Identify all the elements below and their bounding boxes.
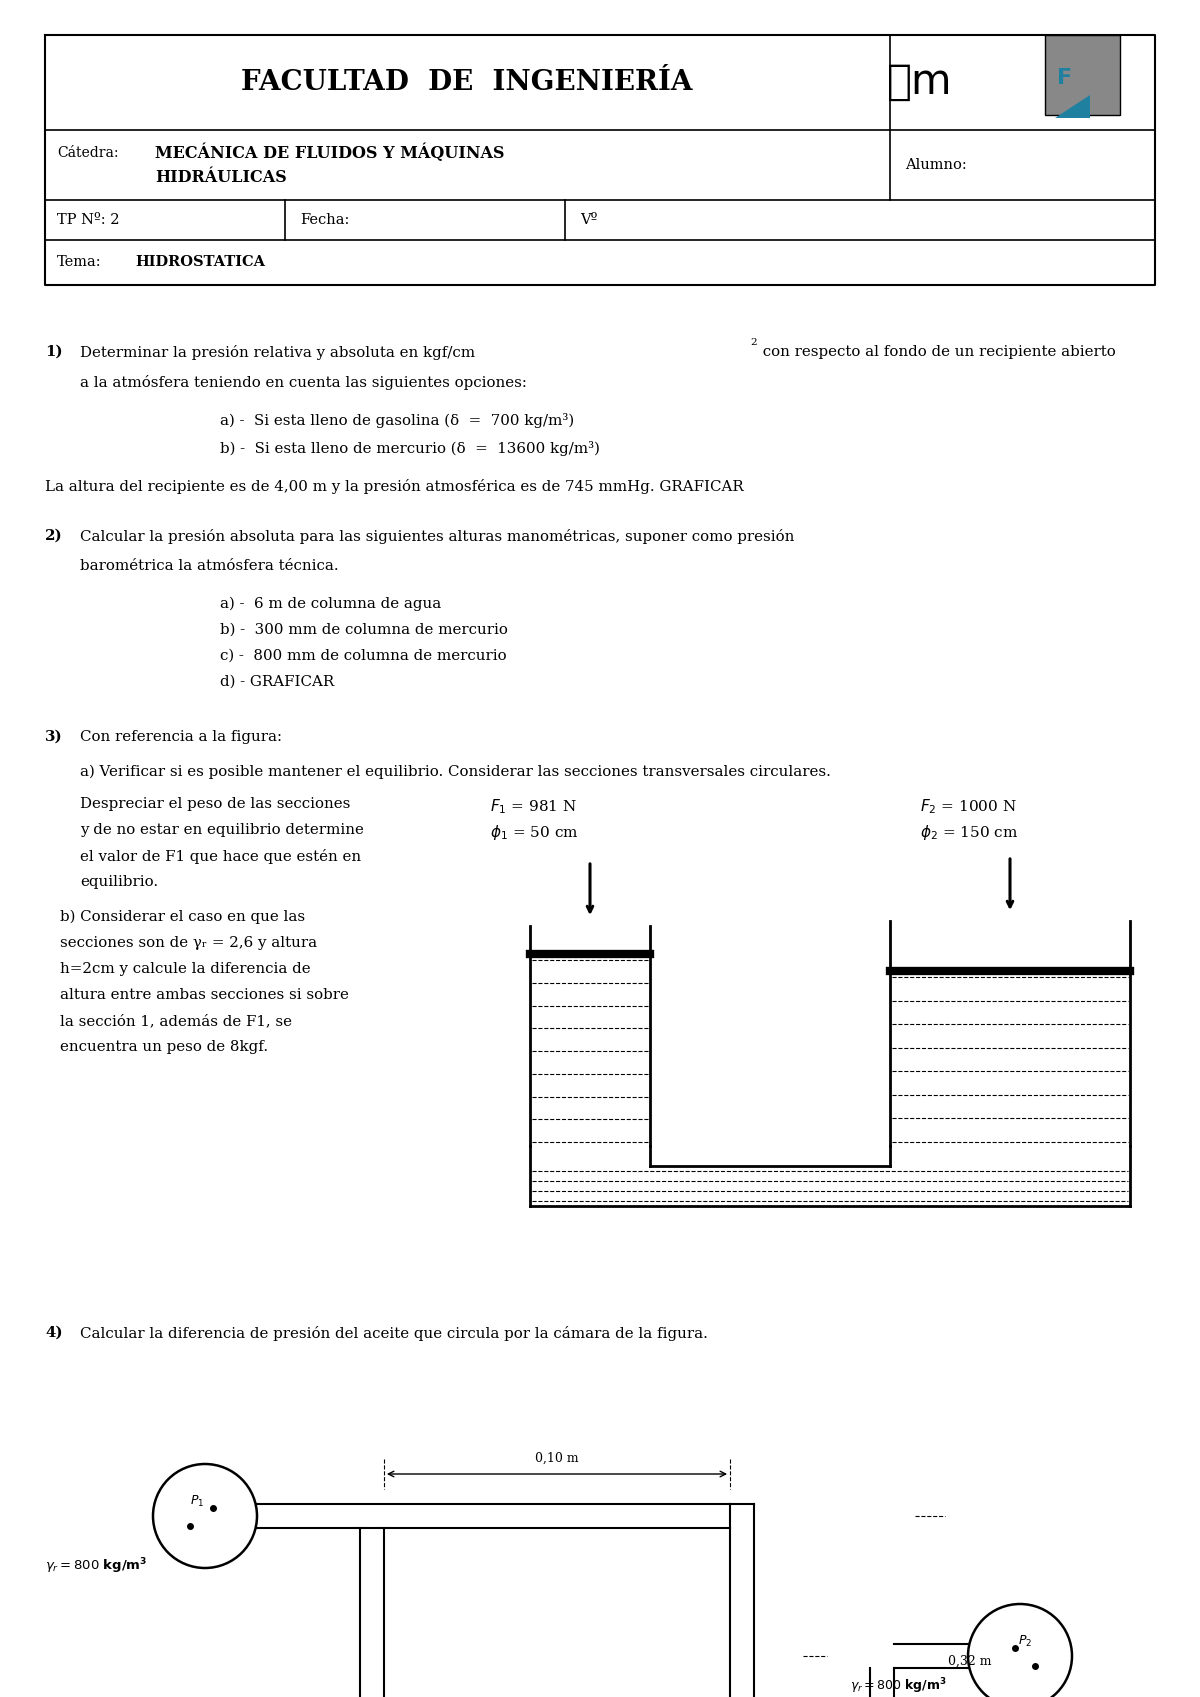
Text: TP Nº: 2: TP Nº: 2 — [58, 214, 120, 227]
Text: 2: 2 — [750, 338, 757, 346]
Text: 0,32 m: 0,32 m — [948, 1655, 991, 1668]
Polygon shape — [1055, 95, 1090, 119]
Text: ⓤm: ⓤm — [887, 61, 953, 104]
Text: La altura del recipiente es de 4,00 m y la presión atmosférica es de 745 mmHg. G: La altura del recipiente es de 4,00 m y … — [46, 479, 744, 494]
Text: HIDRÁULICAS: HIDRÁULICAS — [155, 168, 287, 185]
Text: y de no estar en equilibrio determine: y de no estar en equilibrio determine — [80, 823, 364, 837]
Text: b) -  300 mm de columna de mercurio: b) - 300 mm de columna de mercurio — [220, 623, 508, 636]
Text: Calcular la presión absoluta para las siguientes alturas manométricas, suponer c: Calcular la presión absoluta para las si… — [80, 529, 794, 545]
Text: $\boldsymbol{F_2}$ = 1000 N: $\boldsymbol{F_2}$ = 1000 N — [920, 798, 1016, 816]
Text: 2): 2) — [46, 529, 62, 543]
Text: Fecha:: Fecha: — [300, 214, 349, 227]
Text: a) Verificar si es posible mantener el equilibrio. Considerar las secciones tran: a) Verificar si es posible mantener el e… — [80, 765, 830, 779]
Text: la sección 1, además de F1, se: la sección 1, además de F1, se — [60, 1015, 292, 1028]
Text: c) -  800 mm de columna de mercurio: c) - 800 mm de columna de mercurio — [220, 648, 506, 664]
Text: $P_1$: $P_1$ — [190, 1493, 204, 1509]
Text: b) -  Si esta lleno de mercurio (δ  =  13600 kg/m³): b) - Si esta lleno de mercurio (δ = 1360… — [220, 441, 600, 456]
Text: Alumno:: Alumno: — [905, 158, 967, 171]
Text: equilibrio.: equilibrio. — [80, 876, 158, 889]
Text: a) -  6 m de columna de agua: a) - 6 m de columna de agua — [220, 597, 442, 611]
Text: $\gamma_r = 800\ \mathbf{kg/m^3}$: $\gamma_r = 800\ \mathbf{kg/m^3}$ — [46, 1556, 148, 1575]
FancyBboxPatch shape — [1045, 36, 1120, 115]
Text: barométrica la atmósfera técnica.: barométrica la atmósfera técnica. — [80, 558, 338, 574]
Text: secciones son de γᵣ = 2,6 y altura: secciones son de γᵣ = 2,6 y altura — [60, 937, 317, 950]
Text: b) Considerar el caso en que las: b) Considerar el caso en que las — [60, 910, 305, 925]
Text: MECÁNICA DE FLUIDOS Y MÁQUINAS: MECÁNICA DE FLUIDOS Y MÁQUINAS — [155, 144, 504, 163]
Text: 3): 3) — [46, 730, 62, 743]
Text: Tema:: Tema: — [58, 255, 102, 270]
Text: Cátedra:: Cátedra: — [58, 146, 119, 160]
Text: 0,10 m: 0,10 m — [535, 1453, 578, 1465]
Text: el valor de F1 que hace que estén en: el valor de F1 que hace que estén en — [80, 848, 361, 864]
Text: h=2cm y calcule la diferencia de: h=2cm y calcule la diferencia de — [60, 962, 311, 976]
Text: FACULTAD  DE  INGENIERÍA: FACULTAD DE INGENIERÍA — [241, 68, 692, 95]
Text: $P_2$: $P_2$ — [1018, 1634, 1032, 1648]
Text: 4): 4) — [46, 1325, 62, 1341]
Text: a) -  Si esta lleno de gasolina (δ  =  700 kg/m³): a) - Si esta lleno de gasolina (δ = 700 … — [220, 412, 574, 428]
Text: $\boldsymbol{\phi_2}$ = 150 cm: $\boldsymbol{\phi_2}$ = 150 cm — [920, 823, 1019, 842]
Text: Vº: Vº — [580, 214, 598, 227]
Text: Calcular la diferencia de presión del aceite que circula por la cámara de la fig: Calcular la diferencia de presión del ac… — [80, 1325, 708, 1341]
Text: d) - GRAFICAR: d) - GRAFICAR — [220, 675, 335, 689]
Text: $\boldsymbol{\phi_1}$ = 50 cm: $\boldsymbol{\phi_1}$ = 50 cm — [490, 823, 578, 842]
Text: Despreciar el peso de las secciones: Despreciar el peso de las secciones — [80, 798, 350, 811]
Text: $\gamma_r = 800\ \mathbf{kg/m^3}$: $\gamma_r = 800\ \mathbf{kg/m^3}$ — [850, 1677, 947, 1695]
Text: encuentra un peso de 8kgf.: encuentra un peso de 8kgf. — [60, 1040, 268, 1054]
Text: con respecto al fondo de un recipiente abierto: con respecto al fondo de un recipiente a… — [758, 344, 1116, 360]
Text: altura entre ambas secciones si sobre: altura entre ambas secciones si sobre — [60, 988, 349, 1001]
Text: F: F — [1057, 68, 1073, 88]
Text: a la atmósfera teniendo en cuenta las siguientes opciones:: a la atmósfera teniendo en cuenta las si… — [80, 375, 527, 390]
Text: $\boldsymbol{F_1}$ = 981 N: $\boldsymbol{F_1}$ = 981 N — [490, 798, 577, 816]
Text: Con referencia a la figura:: Con referencia a la figura: — [80, 730, 282, 743]
Text: 1): 1) — [46, 344, 62, 360]
Text: HIDROSTATICA: HIDROSTATICA — [134, 255, 265, 270]
Text: Determinar la presión relativa y absoluta en kgf/cm: Determinar la presión relativa y absolut… — [80, 344, 475, 360]
